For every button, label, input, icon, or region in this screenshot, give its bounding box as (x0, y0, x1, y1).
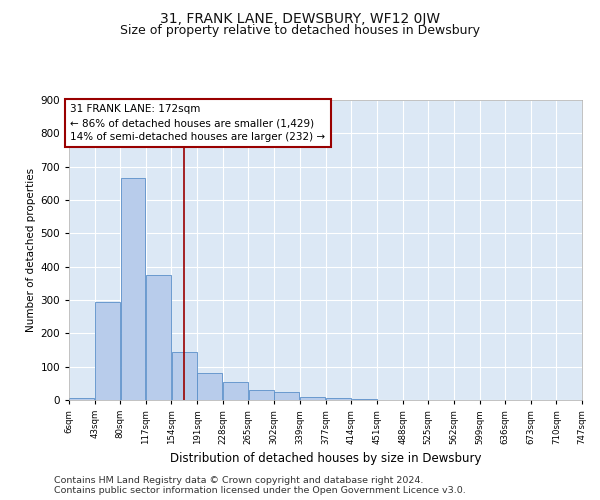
Bar (70, 398, 94, 400)
Text: 31, FRANK LANE, DEWSBURY, WF12 0JW: 31, FRANK LANE, DEWSBURY, WF12 0JW (160, 12, 440, 26)
Text: 31 FRANK LANE: 172sqm
← 86% of detached houses are smaller (1,429)
14% of semi-d: 31 FRANK LANE: 172sqm ← 86% of detached … (70, 104, 326, 142)
Bar (223, 382, 248, 400)
Bar (95, 302, 120, 400)
Bar (300, 396, 325, 400)
Bar (248, 390, 274, 400)
Bar (172, 352, 197, 400)
Bar (274, 392, 299, 400)
Text: Size of property relative to detached houses in Dewsbury: Size of property relative to detached ho… (120, 24, 480, 37)
X-axis label: Distribution of detached houses by size in Dewsbury: Distribution of detached houses by size … (170, 452, 481, 465)
Bar (197, 374, 223, 400)
Y-axis label: Number of detached properties: Number of detached properties (26, 168, 36, 332)
Text: Contains HM Land Registry data © Crown copyright and database right 2024.: Contains HM Land Registry data © Crown c… (54, 476, 424, 485)
Text: Contains public sector information licensed under the Open Government Licence v3: Contains public sector information licen… (54, 486, 466, 495)
Bar (146, 275, 171, 400)
Bar (326, 398, 351, 400)
Bar (121, 178, 145, 400)
